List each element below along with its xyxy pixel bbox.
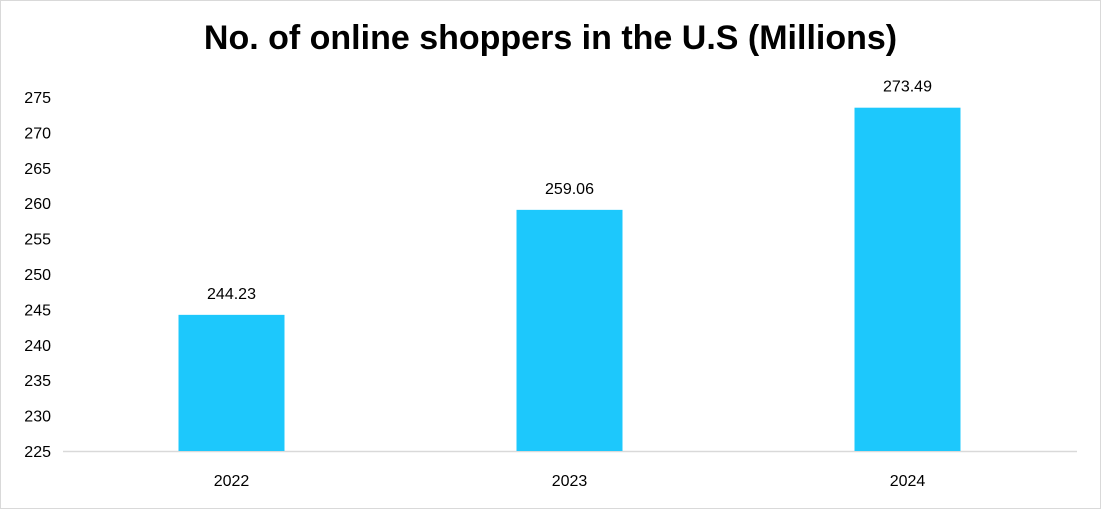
y-tick-label: 245 (24, 302, 51, 319)
y-tick-label: 235 (24, 373, 51, 390)
chart-title: No. of online shoppers in the U.S (Milli… (203, 19, 898, 57)
y-tick-label: 230 (24, 409, 51, 426)
x-tick-label: 2024 (890, 473, 926, 490)
data-label: 273.49 (883, 79, 932, 96)
bar-2022 (178, 314, 285, 451)
y-tick-label: 225 (24, 444, 51, 461)
y-tick-label: 275 (24, 90, 51, 107)
bar-2023 (516, 209, 623, 451)
y-tick-label: 240 (24, 338, 51, 355)
y-tick-label: 250 (24, 267, 51, 284)
y-tick-label: 265 (24, 161, 51, 178)
y-tick-label: 255 (24, 232, 51, 249)
y-tick-label: 260 (24, 196, 51, 213)
data-label: 244.23 (207, 286, 256, 303)
y-tick-label: 270 (24, 125, 51, 142)
bar-2024 (854, 107, 961, 452)
data-label: 259.06 (545, 181, 594, 198)
x-tick-label: 2022 (214, 473, 250, 490)
x-tick-label: 2023 (552, 473, 588, 490)
